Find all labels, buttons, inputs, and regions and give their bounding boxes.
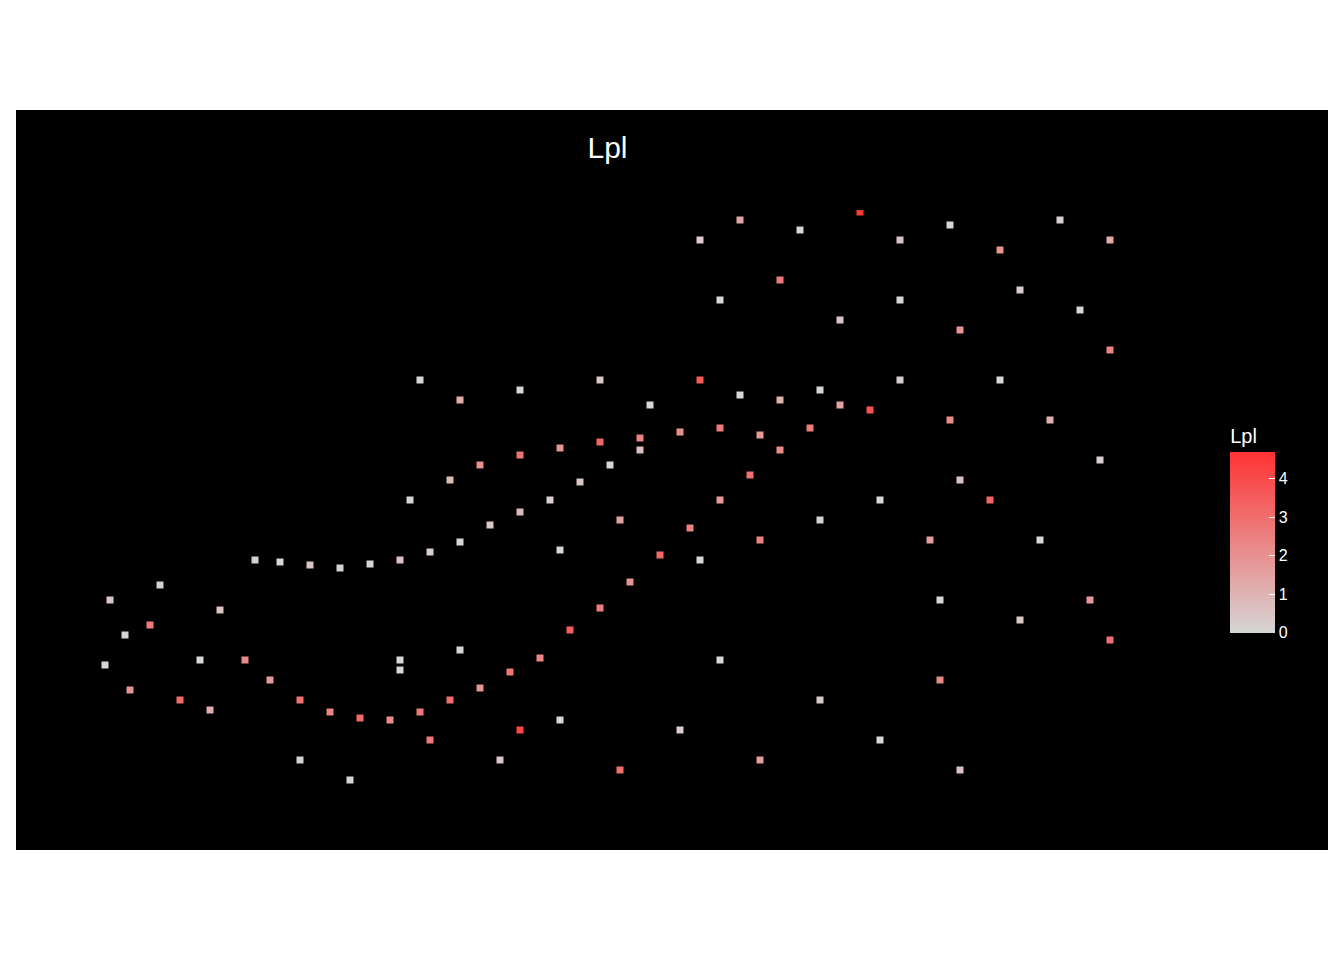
svg-text:3: 3 (1279, 509, 1288, 526)
svg-text:Lpl: Lpl (587, 131, 627, 164)
svg-text:1: 1 (1279, 586, 1288, 603)
svg-text:0: 0 (1279, 624, 1288, 641)
svg-text:Lpl: Lpl (1230, 425, 1257, 447)
svg-text:4: 4 (1279, 470, 1288, 487)
svg-text:2: 2 (1279, 547, 1288, 564)
